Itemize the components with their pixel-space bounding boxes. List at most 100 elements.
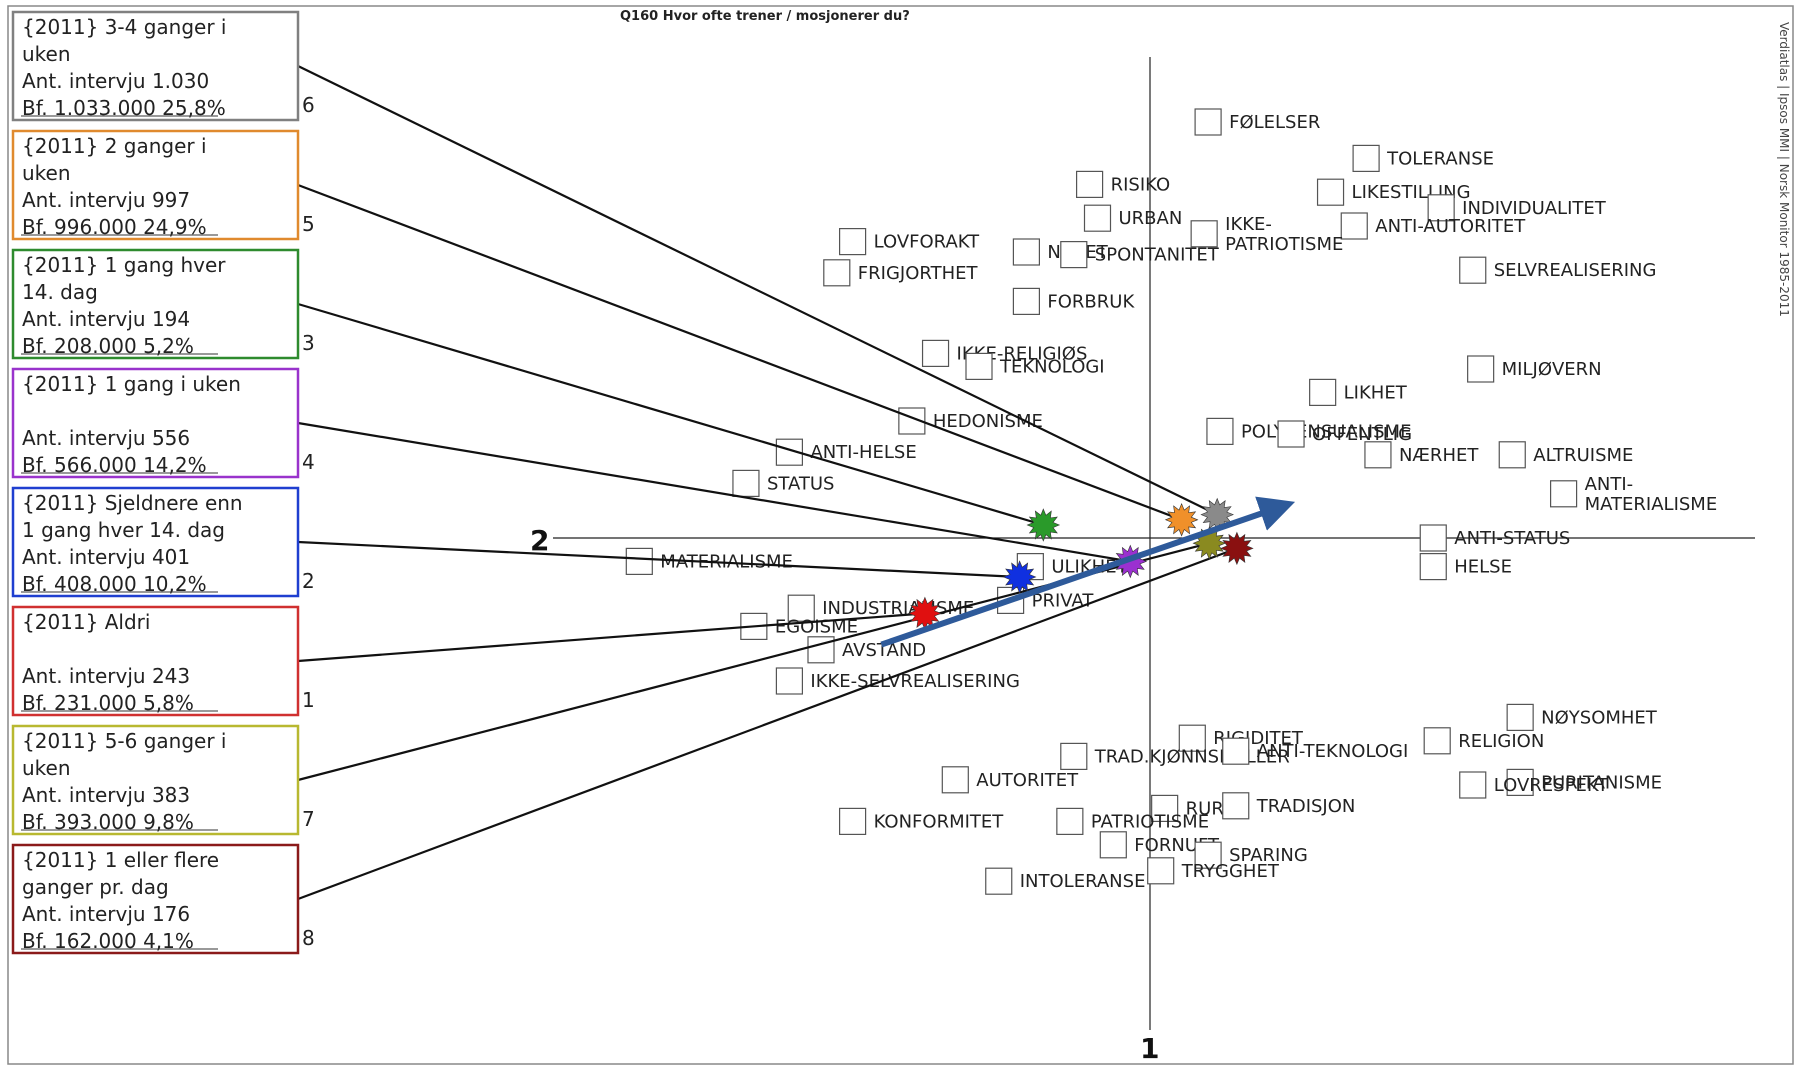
concept-box [1352, 144, 1380, 172]
concept-anti-autoritet: ANTI-AUTORITET [1340, 212, 1526, 240]
concept-label: PATRIOTISME [1091, 811, 1209, 832]
group-box: {2011} 1 eller flere ganger pr. dag Ant. … [11, 843, 315, 955]
group-box-frame [11, 843, 300, 955]
chart-title: Q160 Hvor ofte trener / mosjonerer du? [620, 9, 910, 24]
connector-line [297, 612, 925, 663]
concept-label: LIKHET [1344, 382, 1408, 403]
group-box-line: 1 gang hver 14. dag [22, 518, 225, 542]
concept-box [1147, 857, 1175, 885]
concept-label: AVSTAND [842, 640, 926, 661]
group-box-line: {2011} 3-4 ganger i [22, 15, 227, 39]
concept-box [1222, 737, 1250, 765]
group-box: {2011} 1 gang hver 14. dag Ant. intervju 1… [11, 248, 315, 360]
concept-box [1099, 831, 1127, 859]
group-box-line: {2011} 1 gang hver [22, 253, 226, 277]
group-box-line: {2011} Sjeldnere enn [22, 491, 243, 515]
concept-label: SPONTANITET [1095, 245, 1220, 266]
concept-selvrealisering: SELVREALISERING [1459, 256, 1656, 284]
concept-label: NØYSOMHET [1541, 707, 1658, 728]
group-box-line: Ant. intervju 1.030 [22, 69, 209, 93]
concept-box [1498, 441, 1526, 469]
concept-box [941, 766, 969, 794]
group-marker [1002, 560, 1037, 594]
concept-label: PRIVAT [1032, 590, 1095, 611]
concept-puritanisme: PURITANISME [1506, 768, 1662, 797]
concept-box [1419, 524, 1447, 552]
group-box-frame [11, 486, 300, 598]
concept-label: PURITANISME [1541, 772, 1662, 793]
concept-miljøvern: MILJØVERN [1467, 355, 1602, 383]
concept-box [1459, 771, 1487, 799]
concept-teknologi: TEKNOLOGI [965, 352, 1105, 380]
concept-trygghet: TRYGGHET [1147, 857, 1280, 885]
concept-label: MILJØVERN [1502, 359, 1602, 380]
concept-likhet: LIKHET [1309, 378, 1408, 406]
group-box-line: {2011} 5-6 ganger i [22, 729, 227, 753]
concept-label: KONFORMITET [874, 811, 1005, 832]
concept-label: URBAN [1119, 208, 1183, 229]
concept-label: ANTI- [1585, 474, 1634, 495]
group-box-line: Ant. intervju 997 [22, 188, 190, 212]
concept-patriotisme: PATRIOTISME [1056, 807, 1209, 836]
concept-label: FØLELSER [1229, 112, 1320, 133]
group-box-line: Ant. intervju 176 [22, 902, 190, 926]
concept-label: RELIGION [1458, 731, 1544, 752]
concept-toleranse: TOLERANSE [1352, 144, 1494, 172]
concept-intoleranse: INTOLERANSE [985, 867, 1145, 895]
concept-label: OFFENTLIG [1312, 424, 1412, 445]
concept-box [625, 547, 653, 576]
group-box-line: ganger pr. dag [22, 875, 169, 899]
group-box-line: uken [22, 42, 71, 66]
concept-konformitet: KONFORMITET [838, 807, 1005, 836]
concept-religion: RELIGION [1423, 727, 1544, 755]
group-box-line: Ant. intervju 401 [22, 545, 190, 569]
concept-label: ALTRUISME [1533, 445, 1633, 466]
concept-box [1151, 794, 1179, 823]
concept-box [1012, 287, 1041, 315]
concept-box [1056, 807, 1084, 836]
concept-anti-teknologi: ANTI-TEKNOLOGI [1222, 737, 1408, 765]
concept-avstand: AVSTAND [807, 636, 926, 664]
concept-label: STATUS [767, 473, 835, 494]
concept-nøysomhet: NØYSOMHET [1506, 703, 1658, 732]
group-number: 5 [302, 212, 315, 236]
concept-label: TEKNOLOGI [999, 356, 1105, 377]
concept-box [1194, 108, 1222, 136]
group-box-line: {2011} 1 eller flere [22, 848, 219, 872]
group-box-line: {2011} 1 gang i uken [22, 372, 241, 396]
concept-box [838, 807, 867, 836]
concept-ikke-patriotisme: IKKE-PATRIOTISME [1190, 214, 1343, 255]
concept-følelser: FØLELSER [1194, 108, 1320, 136]
concept-frigjorthet: FRIGJORTHET [823, 259, 978, 287]
concept-label: PATRIOTISME [1225, 234, 1343, 255]
connector-line [297, 547, 1238, 901]
group-box-line: 14. dag [22, 280, 98, 304]
concept-box [1364, 441, 1392, 469]
group-box-line: {2011} Aldri [22, 610, 150, 634]
group-number: 1 [302, 688, 315, 712]
connector-line [297, 302, 1044, 527]
group-box-line: uken [22, 756, 71, 780]
connector-line [297, 65, 1218, 516]
concept-box [921, 339, 950, 367]
concept-label: TRYGGHET [1181, 861, 1280, 882]
group-number: 6 [302, 93, 315, 117]
concept-autoritet: AUTORITET [941, 766, 1079, 794]
concept-anti-status: ANTI-STATUS [1419, 524, 1570, 552]
concept-box [787, 594, 815, 622]
connector-line [297, 540, 1020, 579]
group-box: {2011} Sjeldnere enn 1 gang hver 14. dag… [11, 486, 315, 598]
concept-status: STATUS [732, 469, 835, 497]
concept-box [1419, 552, 1447, 581]
concept-box [838, 228, 867, 256]
concept-box [1178, 724, 1206, 752]
concept-label: SPARING [1229, 845, 1308, 866]
concept-urban: URBAN [1083, 204, 1183, 232]
connector-line [297, 421, 1131, 563]
group-box-frame [11, 129, 300, 241]
group-box-line: uken [22, 161, 71, 185]
concept-box [1277, 420, 1305, 448]
